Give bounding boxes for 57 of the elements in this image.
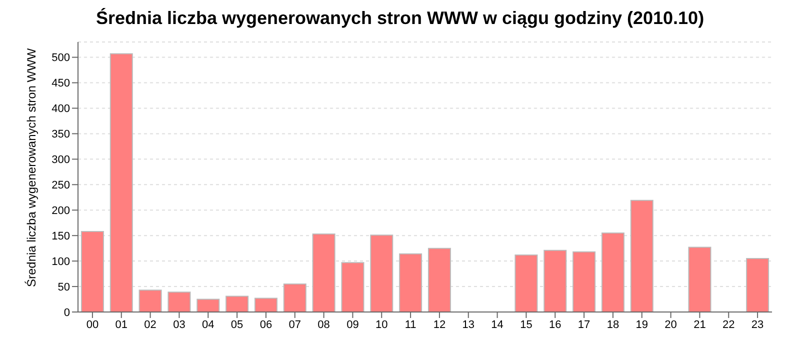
bar — [283, 283, 306, 312]
x-tick-label: 05 — [230, 318, 244, 331]
chart-title: Średnia liczba wygenerowanych stron WWW w ciągu godziny (2010.10) — [94, 8, 706, 30]
x-tick-label: 00 — [86, 318, 99, 331]
y-tick-label: 450 — [52, 78, 70, 90]
x-tick-label: 21 — [694, 318, 706, 331]
bar — [110, 53, 133, 312]
x-tick-label: 13 — [462, 318, 474, 331]
y-axis-title: Średnia liczba wygenerowanych stron WWW — [24, 48, 38, 287]
bar — [254, 298, 278, 312]
x-tick-label: 15 — [520, 318, 532, 331]
x-tick-label: 16 — [549, 318, 562, 331]
x-tick-label: 11 — [404, 318, 416, 331]
bar — [138, 290, 162, 312]
y-tick-label: 350 — [52, 128, 70, 141]
bar — [226, 296, 249, 312]
y-tick-label: 150 — [52, 230, 70, 242]
x-tick-label: 17 — [578, 318, 590, 331]
x-tick-label: 18 — [606, 318, 620, 331]
bar — [80, 231, 104, 312]
bar — [746, 258, 770, 312]
x-tick-label: 02 — [144, 318, 156, 331]
y-tick-label: 300 — [52, 154, 70, 166]
x-tick-label: 12 — [433, 318, 446, 331]
x-tick-label: 07 — [288, 318, 301, 331]
bar — [312, 234, 336, 312]
bar — [572, 251, 596, 312]
bar — [688, 246, 712, 312]
bar — [399, 253, 422, 312]
bar — [196, 298, 220, 312]
y-tick-label: 50 — [58, 281, 70, 294]
x-tick-label: 20 — [664, 318, 677, 331]
x-tick-label: 06 — [260, 318, 272, 331]
bar — [514, 254, 538, 312]
x-tick-label: 08 — [318, 318, 330, 331]
bar — [168, 292, 191, 312]
y-tick-label: 200 — [52, 205, 70, 218]
y-tick-label: 0 — [64, 306, 70, 319]
x-tick-label: 10 — [376, 318, 388, 331]
y-tick-label: 500 — [52, 52, 70, 64]
bar — [601, 232, 624, 312]
y-tick-label: 250 — [52, 180, 70, 192]
x-tick-label: 04 — [202, 318, 214, 331]
bar — [428, 248, 451, 312]
bar — [630, 200, 654, 312]
y-tick-label: 100 — [52, 256, 70, 268]
x-tick-label: 09 — [346, 318, 359, 331]
x-tick-label: 14 — [491, 318, 504, 331]
y-tick-label: 400 — [52, 103, 70, 116]
x-tick-label: 03 — [173, 318, 186, 331]
x-tick-label: 01 — [115, 318, 128, 331]
bar — [544, 250, 567, 312]
bar — [370, 234, 394, 312]
x-tick-label: 22 — [722, 318, 735, 331]
x-tick-label: 23 — [751, 318, 764, 331]
x-tick-label: 19 — [636, 318, 648, 331]
bar — [341, 262, 364, 312]
